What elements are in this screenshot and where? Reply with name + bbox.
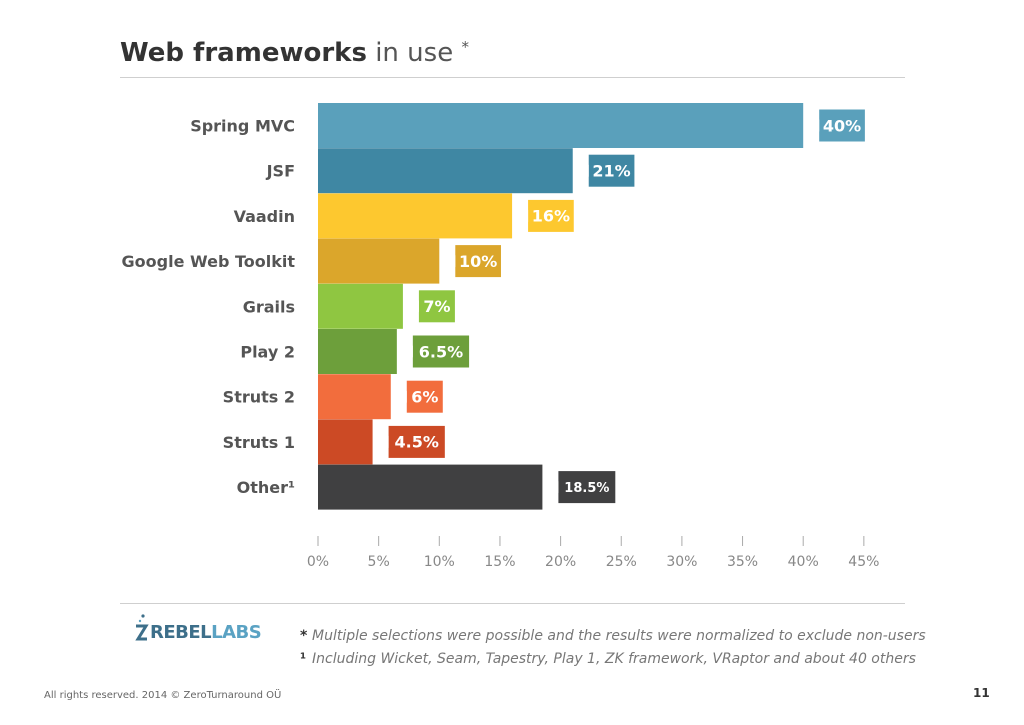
category-label: Grails [243, 297, 295, 316]
value-label-box [819, 109, 865, 142]
value-label-box [418, 290, 455, 323]
value-label: 40% [823, 116, 861, 135]
tick-label: 15% [484, 554, 515, 570]
value-label: 21% [592, 161, 630, 180]
bar [318, 374, 391, 420]
category-label: Play 2 [240, 343, 295, 362]
bar [318, 329, 397, 374]
value-label-box [412, 335, 470, 368]
value-label-box [528, 199, 574, 232]
bar-chart: Spring MVC 40% JSF 21% Vaadin 16% Google Web T… [122, 103, 879, 570]
tick-label: 45% [848, 554, 879, 570]
bar [318, 103, 804, 148]
value-label: 6.5% [419, 342, 463, 361]
bar [318, 283, 403, 329]
copyright-notice: All rights reserved. 2014 © ZeroTurnarou… [44, 690, 282, 701]
title-light: in use [375, 38, 454, 68]
tick-label: 35% [727, 554, 758, 570]
logo-text-rebel: REBEL [150, 622, 212, 643]
logo-text-labs: LABS [211, 622, 262, 643]
page-title: Web frameworks in use * [120, 38, 469, 68]
value-label: 7% [423, 297, 450, 316]
rebellabs-logo: REBELLABS [132, 613, 262, 643]
category-label: JSF [266, 162, 295, 181]
value-label: 4.5% [395, 433, 439, 452]
rebellabs-mark-icon [135, 614, 149, 641]
value-label-pointer [811, 119, 820, 132]
bar [318, 464, 543, 510]
value-label-pointer [410, 300, 419, 313]
tick-label: 30% [666, 554, 697, 570]
footnote-text: Including Wicket, Seam, Tapestry, Play 1… [312, 651, 916, 667]
category-label: Struts 1 [223, 433, 295, 452]
value-label-box [558, 471, 616, 504]
value-label-pointer [550, 481, 559, 494]
tick-label: 20% [545, 554, 576, 570]
footnote-text: Multiple selections were possible and th… [312, 628, 926, 644]
title-asterisk: * [461, 38, 469, 56]
category-label: Other¹ [237, 478, 295, 497]
title-bold: Web frameworks [120, 38, 367, 68]
tick-label: 40% [788, 554, 819, 570]
value-label: 10% [459, 252, 497, 271]
bar [318, 419, 373, 465]
footnote-mark: * [300, 628, 308, 644]
footnote-1: * Multiple selections were possible and t… [300, 628, 926, 644]
value-label: 18.5% [564, 481, 609, 496]
footnote-mark: ¹ [300, 651, 307, 667]
value-label-pointer [520, 209, 529, 222]
value-label-box [588, 154, 635, 187]
footnote-2: ¹ Including Wicket, Seam, Tapestry, Play … [300, 651, 916, 667]
bar [318, 238, 440, 284]
footer-divider [120, 603, 905, 604]
value-label-pointer [380, 435, 389, 448]
value-label-box [406, 380, 443, 413]
bar [318, 193, 513, 239]
value-label: 6% [411, 387, 438, 406]
tick-label: 10% [424, 554, 455, 570]
tick-label: 25% [606, 554, 637, 570]
title-underline [120, 77, 905, 78]
page-number: 11 [973, 686, 990, 700]
value-label-pointer [398, 390, 407, 403]
category-label: Spring MVC [190, 117, 295, 136]
value-label-pointer [404, 345, 413, 358]
value-label-box [388, 425, 445, 458]
bar [318, 148, 573, 194]
category-label: Google Web Toolkit [122, 252, 296, 271]
category-label: Struts 2 [223, 388, 295, 407]
value-label-box [455, 245, 501, 278]
value-label-pointer [447, 255, 456, 268]
tick-label: 5% [368, 554, 390, 570]
category-label: Vaadin [234, 207, 295, 226]
value-label-pointer [580, 164, 589, 177]
value-label: 16% [532, 207, 570, 226]
tick-label: 0% [307, 554, 329, 570]
